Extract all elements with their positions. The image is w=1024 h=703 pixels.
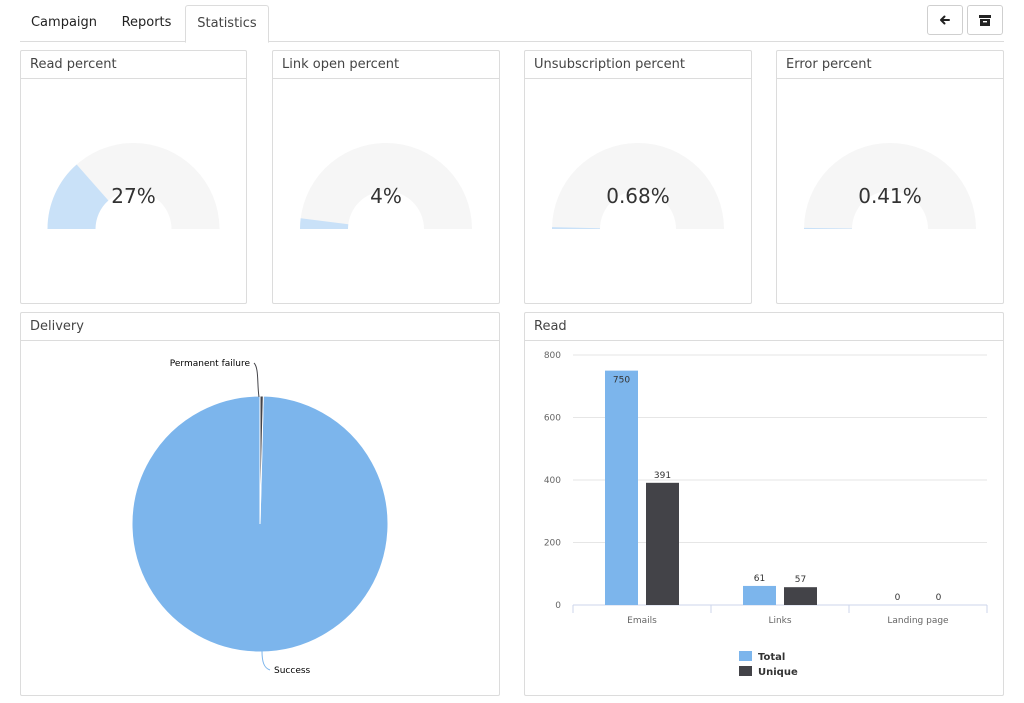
y-tick-label: 0 [555, 601, 561, 611]
y-tick-label: 400 [544, 476, 561, 486]
gauge-fill [552, 227, 601, 229]
gauge-chart [804, 142, 976, 229]
panel-header: Read [525, 313, 1003, 341]
y-tick-label: 200 [544, 539, 561, 549]
data-label: 0 [936, 593, 942, 603]
gauge-fill [804, 227, 853, 229]
read-bar-chart: 0 200 400 600 800 Emails 750 391 Links 61 57 Landin… [544, 351, 988, 678]
back-button[interactable] [927, 5, 963, 35]
bar-unique-emails[interactable] [646, 482, 679, 605]
delivery-panel: Delivery Permanent failure Success [20, 312, 500, 696]
legend-swatch[interactable] [739, 666, 752, 676]
unsubscription-percent-panel: Unsubscription percent 0.68% [524, 50, 752, 304]
delivery-pie-chart: Permanent failure Success [131, 359, 389, 676]
gauge-value: 27% [111, 184, 156, 208]
gauge-track [300, 142, 472, 229]
gauge-fill [300, 218, 349, 229]
error-percent-panel: Error percent 0.41% [776, 50, 1004, 304]
gauge-value: 4% [370, 184, 402, 208]
pie-connector [261, 650, 271, 671]
tab-bar: Campaign Reports Statistics [20, 0, 1004, 43]
gauge-track [804, 142, 976, 229]
pie-slice-permanent-failure[interactable] [259, 395, 264, 525]
x-tick-label: Landing page [887, 616, 949, 626]
panel-title: Unsubscription percent [534, 57, 685, 72]
panel-title: Delivery [30, 319, 84, 334]
x-tick-label: Emails [627, 616, 657, 626]
panel-header: Delivery [21, 313, 499, 341]
gauge-chart [47, 143, 220, 229]
y-tick-label: 800 [544, 351, 561, 361]
legend-item[interactable]: Unique [758, 667, 798, 678]
pie-label: Success [274, 666, 311, 676]
bar-total-emails[interactable] [605, 370, 638, 605]
pie-connector [253, 362, 260, 398]
read-panel: Read 0 200 400 600 800 Emails 750 391 Links 61 57 L… [524, 312, 1004, 696]
gauge-chart [300, 142, 472, 229]
x-tick-label: Links [768, 616, 791, 626]
panel-header: Unsubscription percent [525, 51, 751, 79]
y-tick-label: 600 [544, 414, 561, 424]
panel-title: Link open percent [282, 57, 400, 72]
tab-reports[interactable]: Reports [121, 15, 172, 30]
archive-button[interactable] [967, 5, 1003, 35]
panel-title: Read percent [30, 57, 117, 72]
tab-campaign[interactable]: Campaign [30, 15, 98, 30]
panel-header: Read percent [21, 51, 246, 79]
legend-item[interactable]: Total [758, 652, 785, 663]
legend-swatch[interactable] [739, 651, 752, 661]
data-label: 391 [654, 471, 671, 481]
data-label: 750 [613, 376, 630, 386]
gauge-track [552, 142, 724, 229]
panel-header: Error percent [777, 51, 1003, 79]
link-open-percent-panel: Link open percent 4% [272, 50, 500, 304]
archive-icon [979, 15, 991, 26]
gauge-fill [47, 164, 109, 229]
arrow-left-icon [940, 15, 950, 25]
pie-label: Permanent failure [170, 359, 251, 369]
gauge-value: 0.68% [606, 184, 670, 208]
read-percent-panel: Read percent 27% [20, 50, 247, 304]
tab-statistics[interactable]: Statistics [185, 5, 269, 43]
data-label: 0 [895, 593, 901, 603]
panel-header: Link open percent [273, 51, 499, 79]
bar-unique-links[interactable] [784, 587, 817, 605]
data-label: 61 [754, 574, 765, 584]
gauge-value: 0.41% [858, 184, 922, 208]
bar-total-links[interactable] [743, 585, 776, 605]
data-label: 57 [795, 575, 806, 585]
panel-title: Read [534, 319, 567, 334]
panel-title: Error percent [786, 57, 872, 72]
gauge-chart [552, 142, 724, 229]
